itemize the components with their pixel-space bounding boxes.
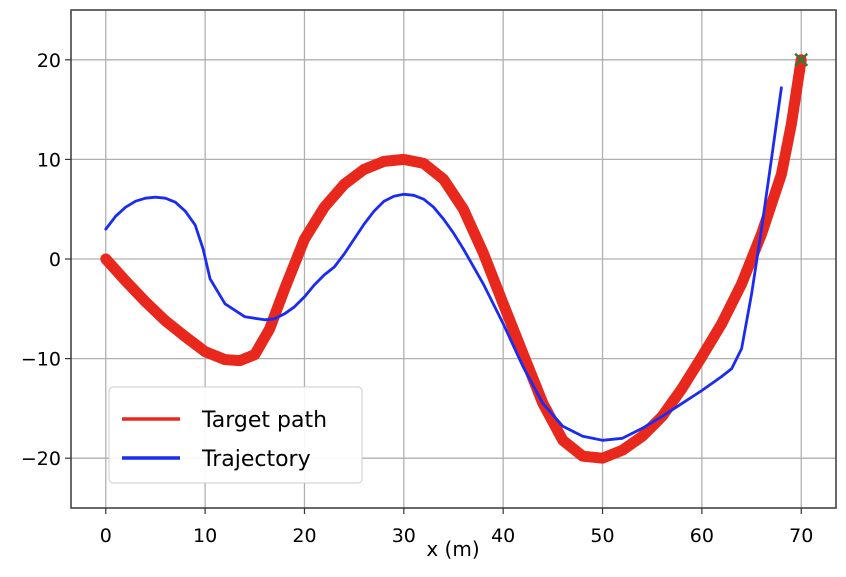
marker-layer (794, 52, 809, 67)
grid-lines (71, 10, 836, 508)
legend-label-target-path: Target path (201, 408, 327, 433)
x-tick-label: 0 (100, 525, 112, 547)
series-layer (100, 54, 807, 464)
x-tick-label: 20 (292, 525, 316, 547)
x-tick-label: 10 (193, 525, 217, 547)
series-line-trajectory (104, 86, 783, 442)
y-tick-label: −10 (21, 349, 61, 371)
x-axis-label: x (m) (426, 537, 479, 561)
y-tick-label: 0 (49, 249, 61, 271)
y-tick-label: −20 (21, 448, 61, 470)
legend-label-trajectory: Trajectory (201, 447, 311, 472)
x-tick-label: 50 (590, 525, 614, 547)
end-marker (794, 52, 809, 67)
x-tick-label: 70 (789, 525, 813, 547)
x-tick-label: 30 (392, 525, 416, 547)
y-tick-label: 20 (37, 50, 61, 72)
legend: Target path Trajectory (108, 386, 363, 484)
axis-ticks: 0 10 20 30 40 50 60 70 −20 −10 0 10 20 (21, 50, 813, 547)
x-tick-label: 60 (690, 525, 714, 547)
series-line-target-path (100, 54, 807, 464)
y-tick-label: 10 (37, 149, 61, 171)
x-tick-label: 40 (491, 525, 515, 547)
